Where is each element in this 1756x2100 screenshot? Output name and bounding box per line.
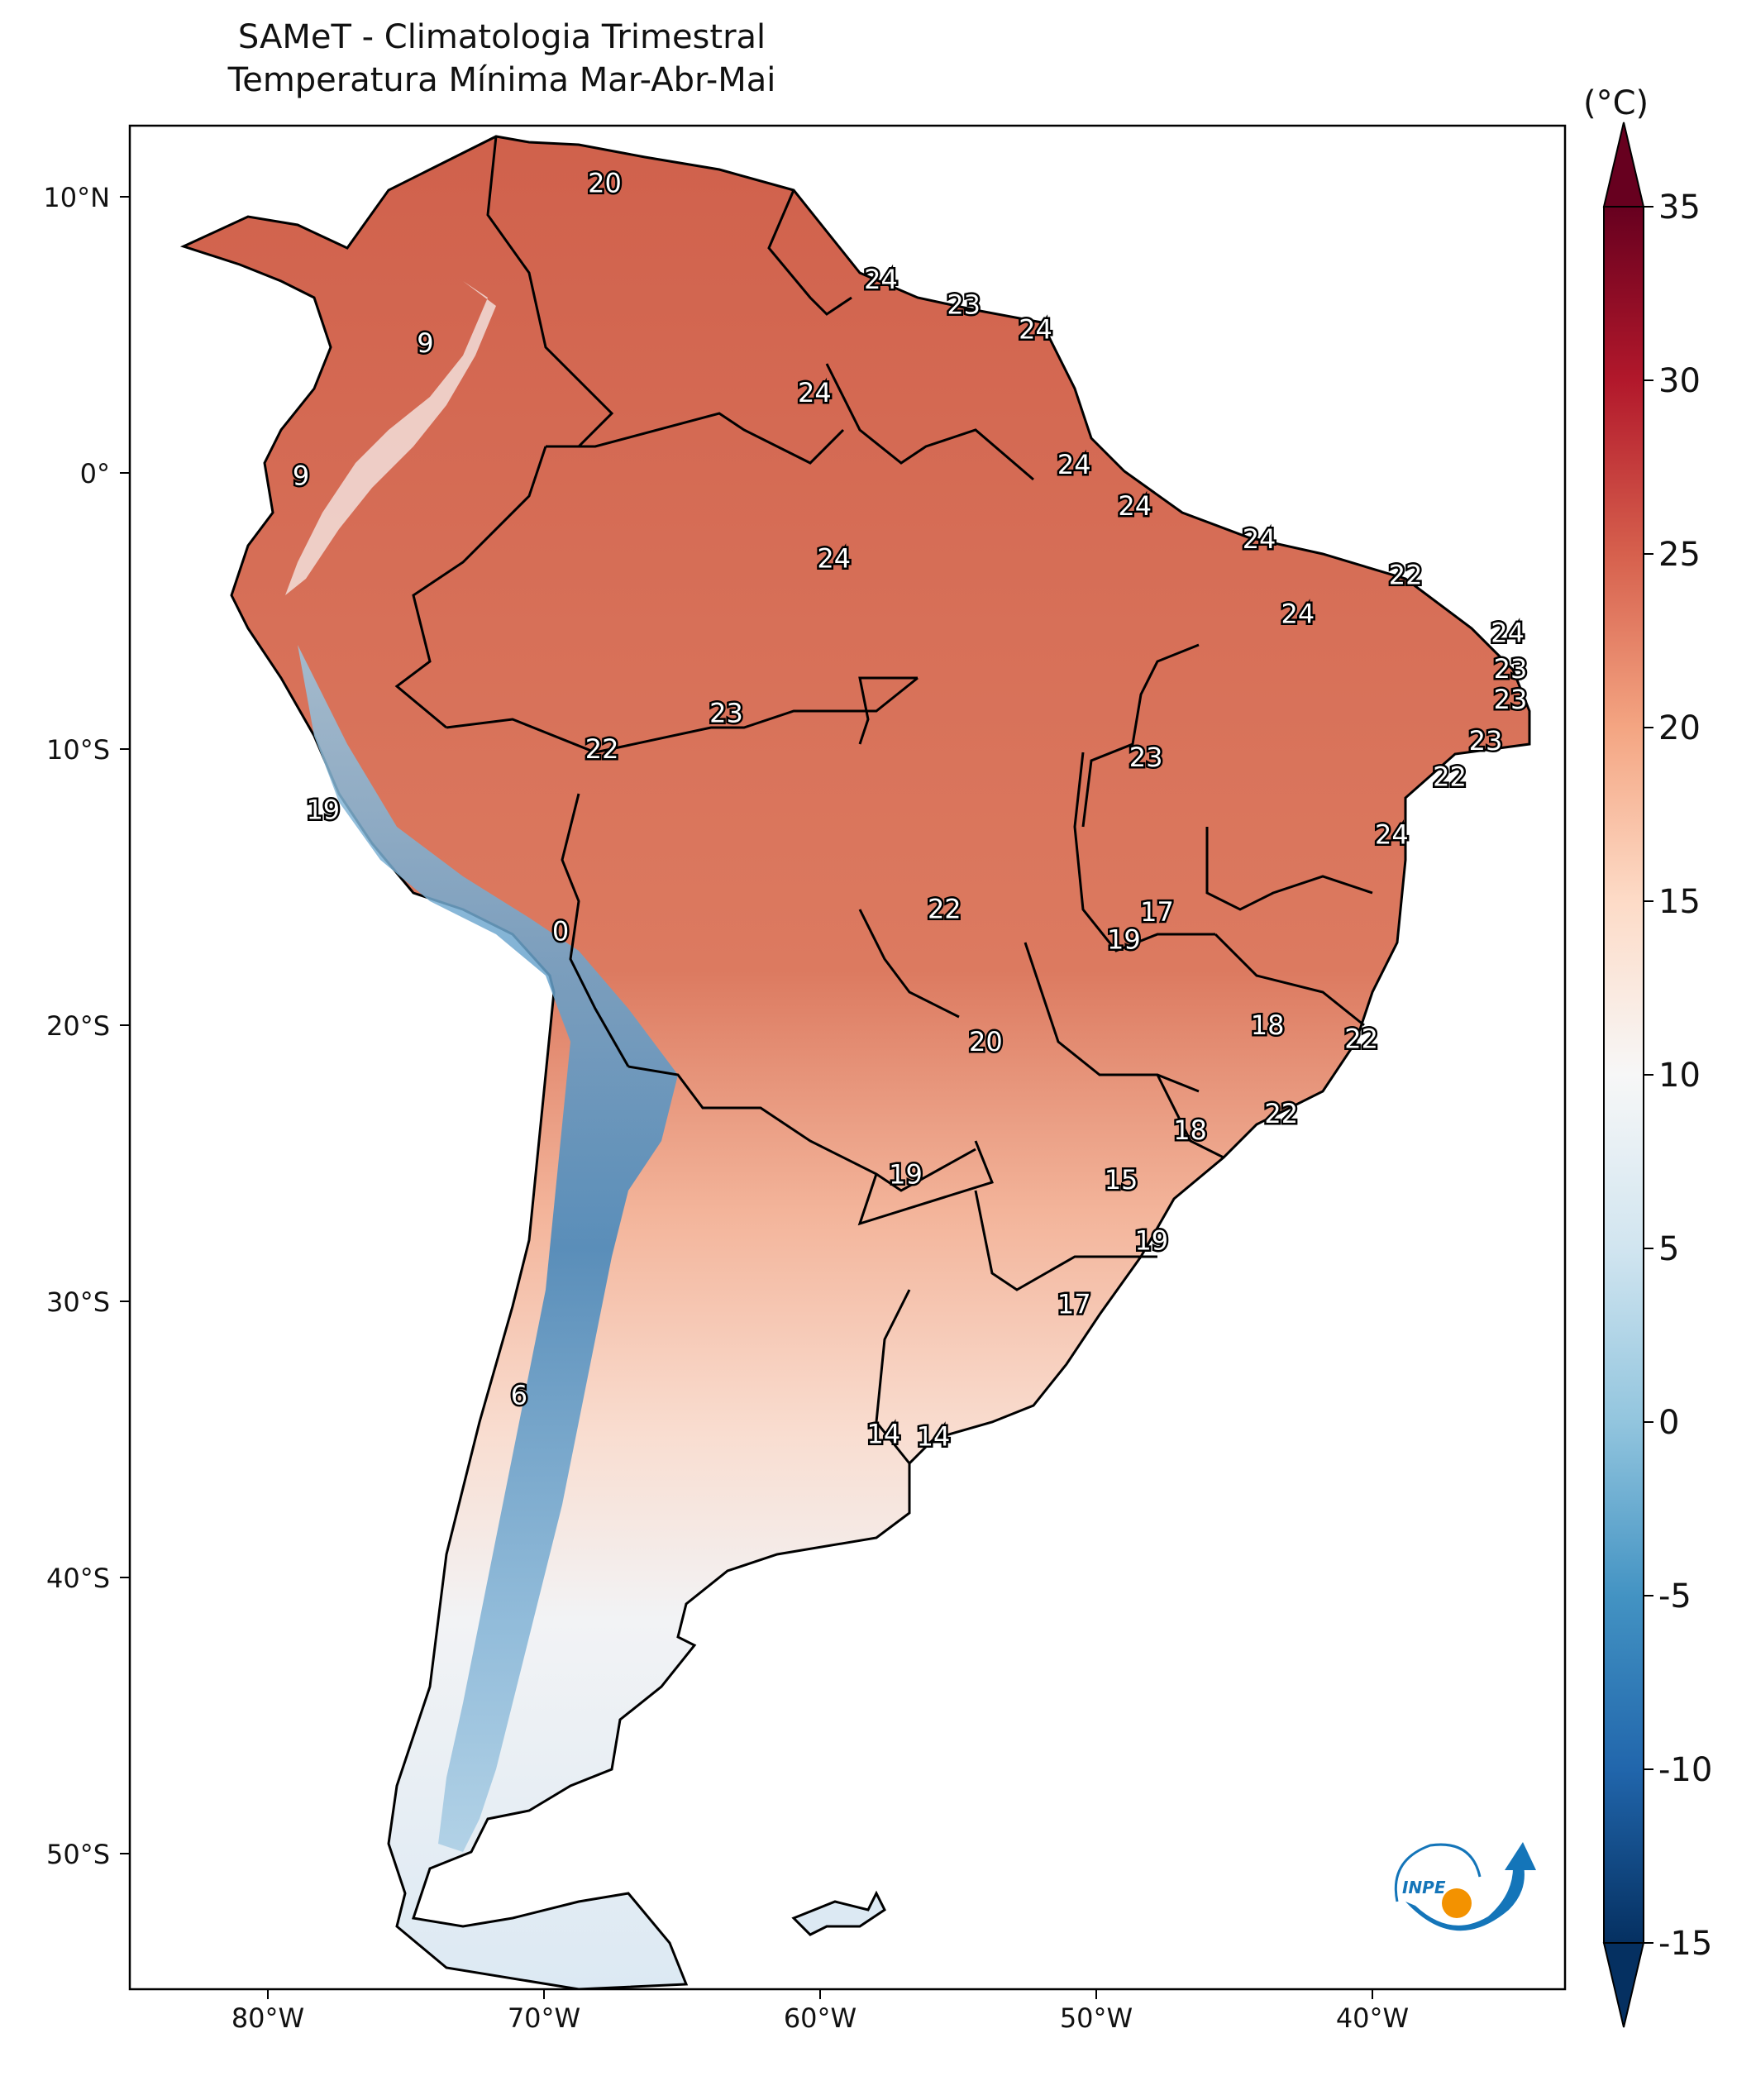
lat-tick-label: 50°S <box>46 1839 110 1870</box>
lat-tick-label: 40°S <box>46 1563 110 1594</box>
temperature-value-label: 6 <box>511 1380 527 1411</box>
country-borders <box>394 136 1373 1464</box>
temperature-value-label: 24 <box>1118 490 1152 522</box>
colorbar: 35 30 25 20 15 10 5 0 -5 -10 -15 <box>1602 122 1712 2028</box>
temperature-value-label: 9 <box>417 327 433 359</box>
colorbar-unit-label: (°C) <box>1583 84 1649 122</box>
temperature-value-label: 22 <box>1344 1024 1378 1055</box>
temperature-value-label: 23 <box>1469 725 1503 756</box>
colorbar-tick-label: -5 <box>1658 1577 1692 1616</box>
lon-axis: 80°W 70°W 60°W 50°W 40°W <box>231 1989 1409 2034</box>
inpe-logo-text: INPE <box>1402 1878 1446 1897</box>
lon-tick-label: 50°W <box>1060 2002 1133 2034</box>
map-plot-area <box>179 135 1531 1989</box>
falkland-islands <box>791 1890 886 1936</box>
lon-tick-label: 70°W <box>508 2002 580 2034</box>
temperature-value-label: 20 <box>969 1026 1003 1057</box>
colorbar-ticks: 35 30 25 20 15 10 5 0 -5 -10 -15 <box>1644 189 1712 1963</box>
lat-tick-label: 0° <box>80 458 110 489</box>
temperature-value-label: 9 <box>293 460 309 491</box>
colorbar-min-extension <box>1602 1942 1645 2028</box>
northern-andes-cool-region <box>285 281 496 595</box>
map-frame <box>128 124 1567 1991</box>
lon-tick-label: 80°W <box>231 2002 304 2034</box>
temperature-value-label: 14 <box>917 1421 951 1453</box>
inpe-logo-orbit <box>1394 1843 1482 1902</box>
temperature-value-label: 24 <box>1281 598 1315 629</box>
lat-tick-label: 10°N <box>43 182 110 213</box>
temperature-value-label: 22 <box>1433 761 1467 792</box>
temperature-value-label: 24 <box>1243 523 1276 555</box>
temperature-value-label: 18 <box>1251 1009 1285 1041</box>
temperature-value-label: 24 <box>1491 618 1525 649</box>
temperature-value-labels: 2099242324242424242224242423232322242322… <box>290 165 1529 1454</box>
colorbar-tick-label: -15 <box>1658 1925 1712 1963</box>
temperature-value-label: 14 <box>866 1418 900 1449</box>
colorbar-tick-label: 0 <box>1658 1404 1679 1442</box>
temperature-value-label: 18 <box>1173 1114 1207 1146</box>
colorbar-tick-label: 15 <box>1658 883 1701 921</box>
temperature-value-label: 19 <box>889 1158 923 1190</box>
temperature-value-label: 24 <box>817 543 851 575</box>
temperature-value-label: 24 <box>1057 449 1091 480</box>
colorbar-tick-label: -10 <box>1658 1751 1712 1789</box>
temperature-value-label: 23 <box>947 289 981 320</box>
temperature-value-label: 23 <box>1494 684 1528 715</box>
temperature-value-label: 15 <box>1105 1164 1138 1196</box>
temperature-value-label: 20 <box>588 167 622 198</box>
map-title-line1: SAMeT - Climatologia Trimestral <box>237 18 766 56</box>
andes-cold-region <box>298 645 678 1852</box>
inpe-logo: INPE <box>1394 1842 1536 1931</box>
temperature-value-label: 19 <box>306 794 340 825</box>
map-title-line2: Temperatura Mínima Mar-Abr-Mai <box>227 61 776 99</box>
lat-axis: 10°N 0° 10°S 20°S 30°S 40°S 50°S <box>43 182 130 1870</box>
temperature-value-label: 19 <box>1134 1225 1168 1257</box>
colorbar-tick-label: 30 <box>1658 362 1701 400</box>
temperature-value-label: 17 <box>1057 1288 1091 1320</box>
temperature-value-label: 19 <box>1107 924 1141 955</box>
temperature-value-label: 0 <box>552 915 569 947</box>
colorbar-tick-label: 35 <box>1658 189 1701 227</box>
colorbar-tick-label: 10 <box>1658 1057 1701 1095</box>
temperature-value-label: 22 <box>1389 560 1423 591</box>
temperature-value-label: 24 <box>864 264 898 295</box>
temperature-value-label: 24 <box>798 377 832 408</box>
colorbar-tick-label: 20 <box>1658 709 1701 747</box>
inpe-logo-arrow <box>1505 1842 1536 1870</box>
inpe-logo-swoosh <box>1405 1862 1525 1931</box>
lat-tick-label: 10°S <box>46 734 110 766</box>
temperature-value-label: 17 <box>1140 896 1174 928</box>
colorbar-tick-label: 5 <box>1658 1230 1679 1268</box>
lon-tick-label: 40°W <box>1336 2002 1409 2034</box>
colorbar-tick-label: 25 <box>1658 536 1701 574</box>
temperature-value-label: 22 <box>585 733 619 765</box>
inpe-logo-sun <box>1442 1888 1472 1918</box>
colorbar-gradient <box>1603 206 1644 1944</box>
temperature-value-label: 23 <box>1129 742 1163 773</box>
lat-tick-label: 30°S <box>46 1286 110 1318</box>
temperature-value-label: 22 <box>928 894 962 925</box>
colorbar-max-extension <box>1602 122 1645 208</box>
lat-tick-label: 20°S <box>46 1010 110 1042</box>
south-america-land <box>179 135 1531 1989</box>
lon-tick-label: 60°W <box>784 2002 857 2034</box>
temperature-value-label: 24 <box>1375 819 1409 851</box>
temperature-value-label: 24 <box>1019 313 1052 345</box>
temperature-value-label: 22 <box>1264 1098 1298 1129</box>
temperature-value-label: 23 <box>709 698 743 729</box>
temperature-value-label: 23 <box>1494 653 1528 685</box>
